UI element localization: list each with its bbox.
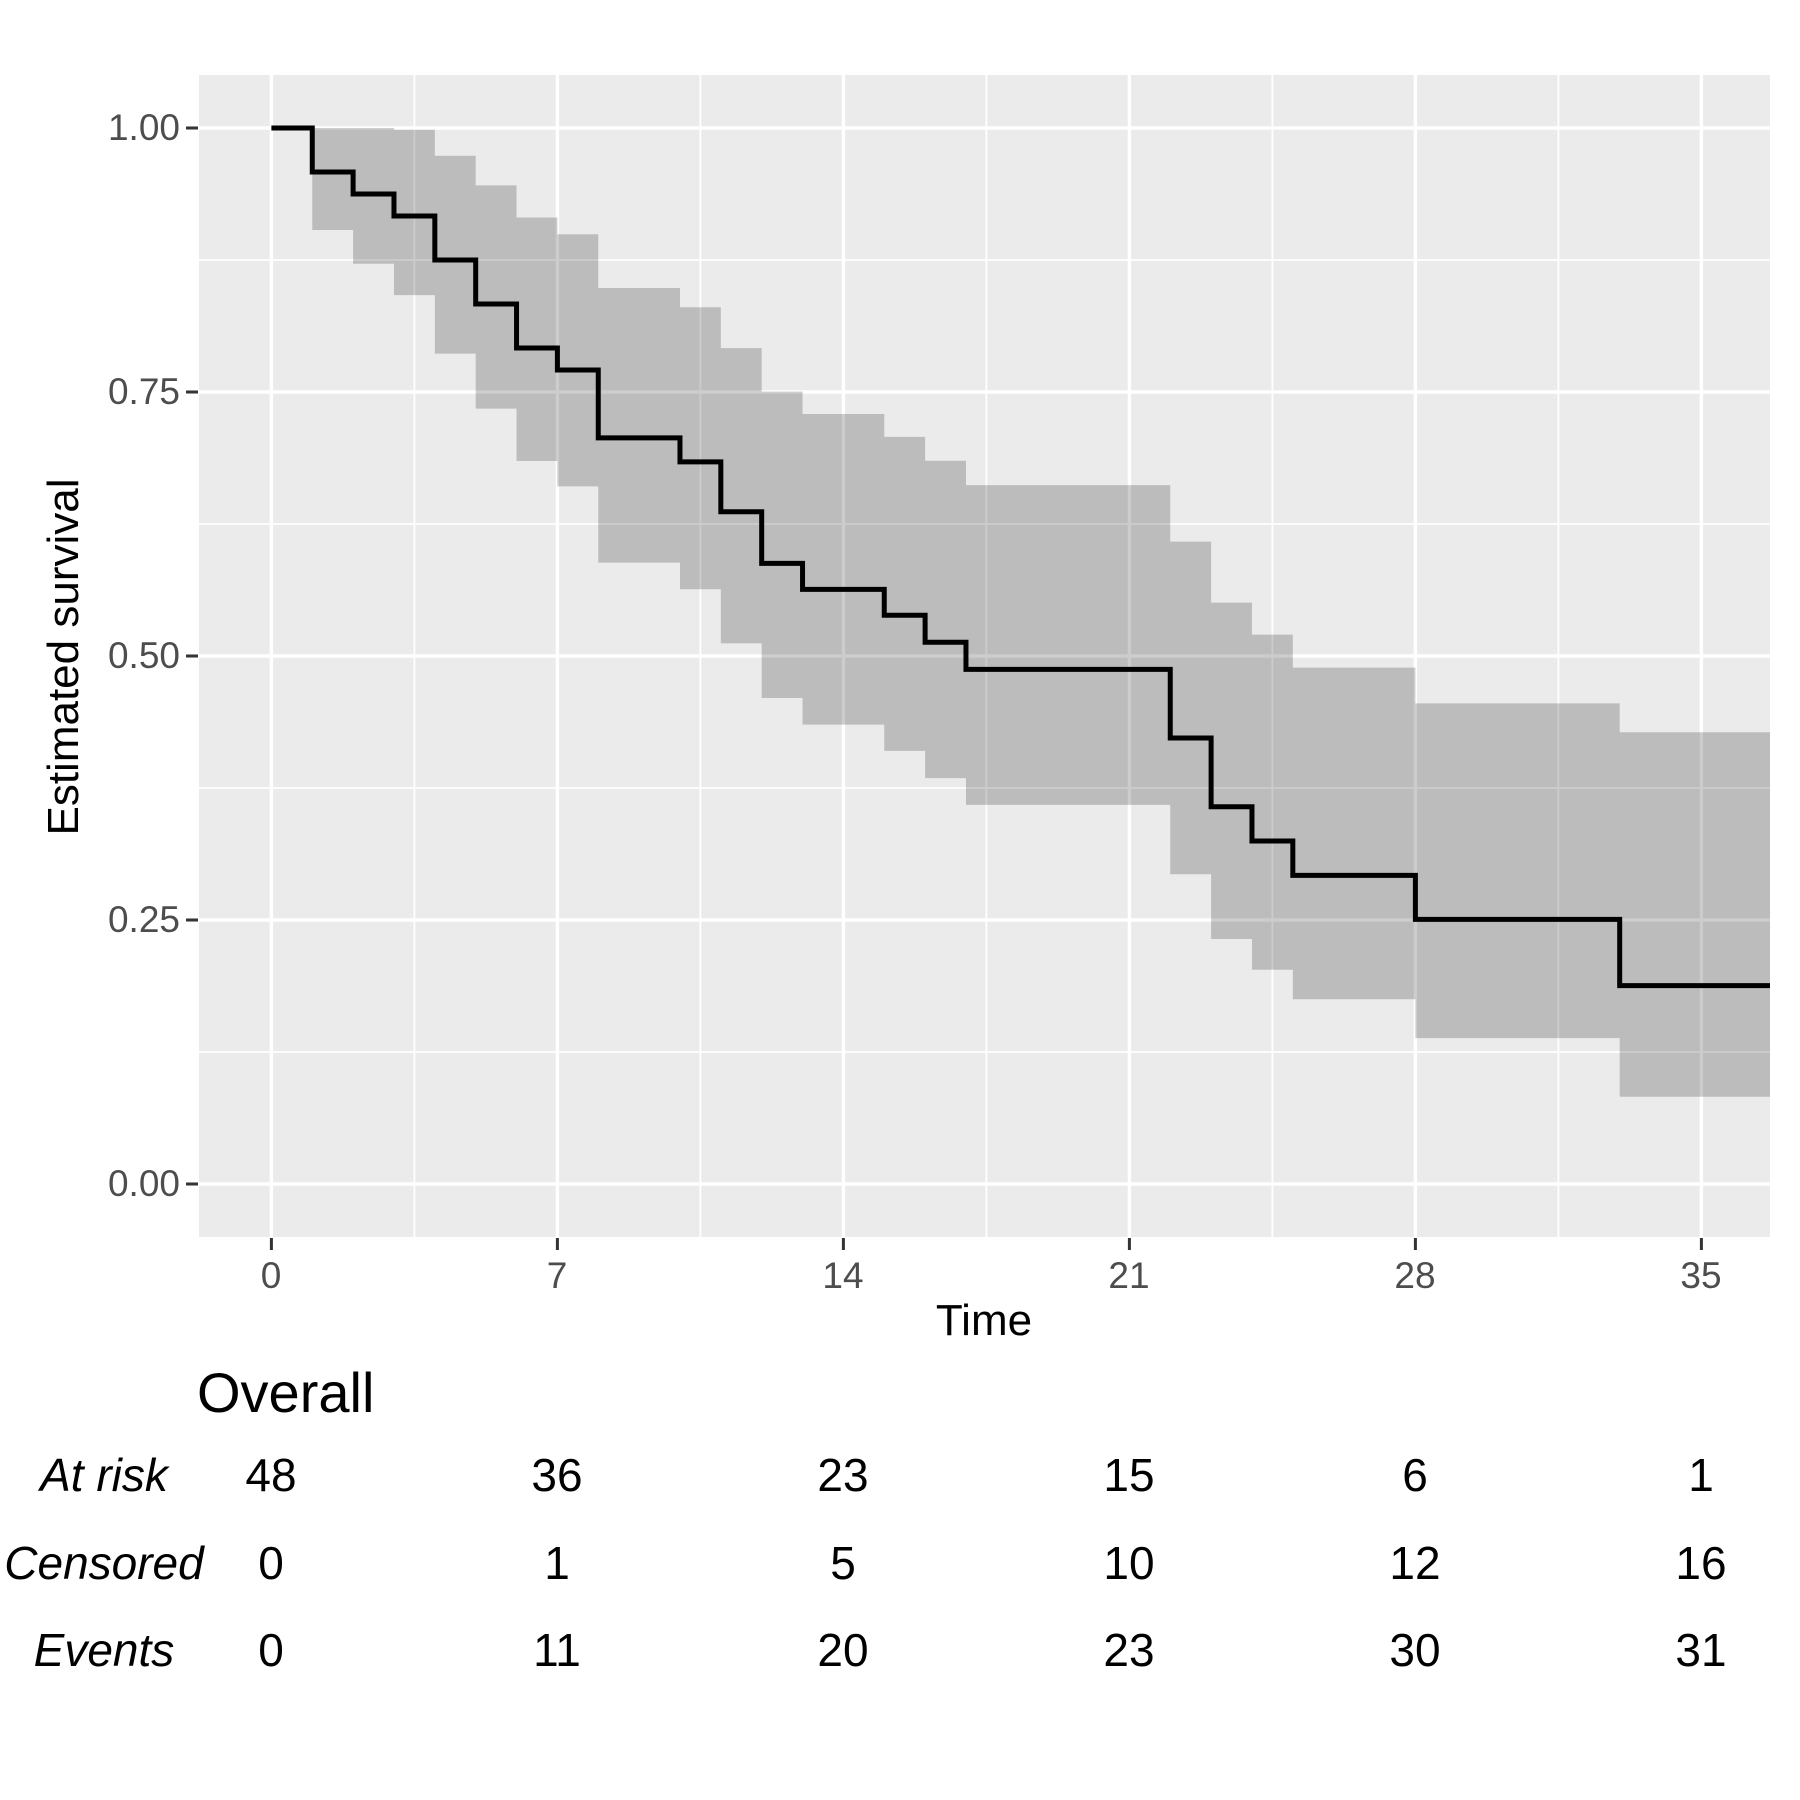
survival-curve <box>271 125 1770 989</box>
y-tick-label-0.75: 0.75 <box>107 371 180 412</box>
x-tick-label-35: 35 <box>1680 1255 1722 1296</box>
y-axis-title: Estimated survival <box>39 478 88 836</box>
censored-value-t14: 5 <box>830 1537 856 1589</box>
y-tick-label-0.25: 0.25 <box>107 899 180 940</box>
risk-row-label-censored: Censored <box>4 1537 204 1589</box>
at-risk-value-t7: 36 <box>531 1449 583 1501</box>
events-value-t0: 0 <box>258 1624 284 1676</box>
censored-value-t21: 10 <box>1103 1537 1155 1589</box>
censored-value-t28: 12 <box>1389 1537 1441 1589</box>
events-value-t35: 31 <box>1675 1624 1727 1676</box>
events-value-t7: 11 <box>533 1624 581 1676</box>
events-value-t28: 30 <box>1389 1624 1441 1676</box>
y-tick-label-1.00: 1.00 <box>107 107 180 148</box>
at-risk-value-t0: 48 <box>245 1449 297 1501</box>
at-risk-value-t28: 6 <box>1402 1449 1428 1501</box>
x-tick-label-21: 21 <box>1108 1255 1150 1296</box>
risk-table-header: Overall <box>197 1361 375 1424</box>
y-tick-label-0.50: 0.50 <box>107 635 180 676</box>
at-risk-value-t21: 15 <box>1103 1449 1155 1501</box>
at-risk-value-t14: 23 <box>817 1449 869 1501</box>
censored-value-t35: 16 <box>1675 1537 1727 1589</box>
x-tick-label-0: 0 <box>260 1255 282 1296</box>
x-tick-label-14: 14 <box>822 1255 864 1296</box>
risk-row-label-at-risk: At risk <box>40 1449 168 1501</box>
risk-row-label-events: Events <box>33 1624 175 1676</box>
censored-value-t7: 1 <box>544 1537 570 1589</box>
confidence-band <box>312 128 1771 1097</box>
censored-value-t0: 0 <box>258 1537 284 1589</box>
events-value-t21: 23 <box>1103 1624 1155 1676</box>
x-tick-label-28: 28 <box>1394 1255 1436 1296</box>
events-value-t14: 20 <box>817 1624 869 1676</box>
at-risk-value-t35: 1 <box>1688 1449 1714 1501</box>
y-tick-label-0.00: 0.00 <box>107 1163 180 1204</box>
x-axis-title: Time <box>935 1296 1033 1345</box>
x-tick-label-7: 7 <box>546 1255 568 1296</box>
